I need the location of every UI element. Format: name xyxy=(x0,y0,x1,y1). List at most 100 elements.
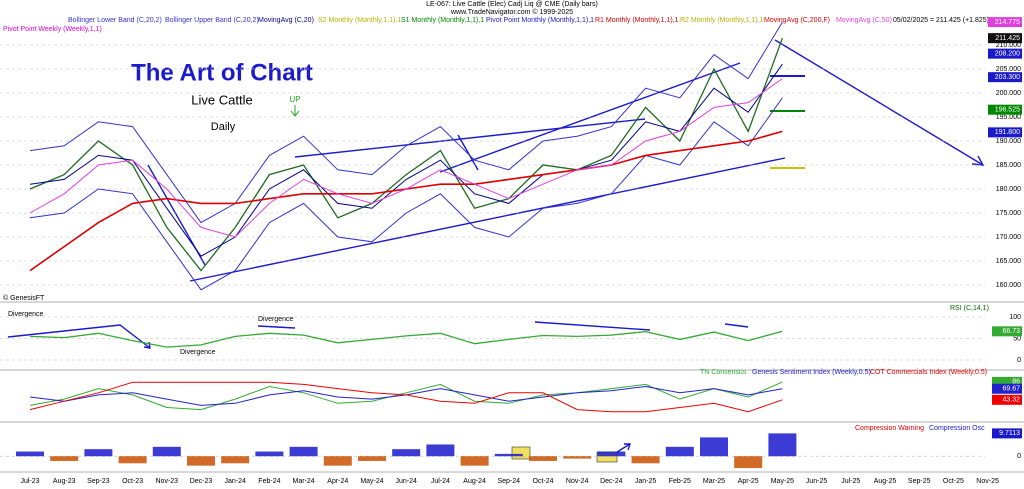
bar xyxy=(529,456,557,461)
x-tick-label: Apr-25 xyxy=(738,478,759,485)
bar xyxy=(665,446,694,457)
legend-entry: Compression Warning xyxy=(855,425,924,432)
header: LE-067: Live Cattle (Elec) Cadj Liq @ CM… xyxy=(426,1,598,8)
price-box xyxy=(988,48,1022,59)
legend-entry: Genesis Sentiment Index (Weekly,0.5) xyxy=(752,369,871,376)
x-tick-label: Sep-25 xyxy=(908,478,931,485)
divergence-line xyxy=(534,321,651,331)
x-tick-label: Nov-23 xyxy=(156,478,179,485)
x-tick-label: Jun-24 xyxy=(395,478,417,485)
bar xyxy=(460,456,489,466)
bar xyxy=(768,433,797,457)
legend-entry: S2 Monthly (Monthly,1,1),1 xyxy=(318,17,401,24)
legend-entry: Pivot Point Weekly (Weekly,1,1) xyxy=(3,26,102,33)
compression-warning xyxy=(511,446,531,460)
legend-entry: MovingAvg (C,20) xyxy=(258,17,314,24)
bar xyxy=(494,453,523,457)
trend-line xyxy=(189,157,786,282)
bar xyxy=(50,456,79,461)
legend-entry: Compression Osc xyxy=(929,425,985,432)
y-tick-label: 195.000 xyxy=(996,114,1021,121)
bar xyxy=(426,444,455,457)
bar xyxy=(563,456,592,459)
bar xyxy=(118,456,147,464)
price-label: 191.800 xyxy=(995,129,1020,136)
trend-label: UP xyxy=(289,95,300,104)
divergence-line xyxy=(257,325,296,329)
series-line xyxy=(29,21,783,224)
bar xyxy=(734,456,763,468)
divergence-line xyxy=(724,323,749,328)
price-box xyxy=(988,104,1022,115)
x-tick-label: Mar-25 xyxy=(703,478,725,485)
legend-entry: COT Commercials Index (Weekly,0.5) xyxy=(870,369,987,376)
x-tick-label: Jun-25 xyxy=(806,478,828,485)
x-tick-label: Oct-23 xyxy=(122,478,143,485)
x-tick-label: Oct-24 xyxy=(532,478,553,485)
legend-entry: MovingAvg (C,200,F) xyxy=(764,17,830,24)
x-tick-label: Dec-24 xyxy=(600,478,623,485)
bar xyxy=(16,451,44,457)
y-tick-label: 190.000 xyxy=(996,138,1021,145)
series-line xyxy=(29,381,783,411)
projection-arrow xyxy=(774,39,985,166)
annotation: Divergence xyxy=(8,311,44,318)
series-line xyxy=(29,63,783,257)
x-tick-label: Aug-24 xyxy=(463,478,486,485)
bar xyxy=(323,456,352,466)
subtitle: Live Cattle xyxy=(191,92,252,107)
bar xyxy=(152,446,181,457)
value-label: 9.7113 xyxy=(999,430,1020,437)
y-tick-label: 0 xyxy=(1017,453,1021,460)
x-tick-label: Jan-24 xyxy=(224,478,246,485)
value-box xyxy=(992,394,1022,405)
chart-title: The Art of Chart xyxy=(131,59,313,86)
bar xyxy=(358,456,386,461)
annotation-arrow xyxy=(616,443,631,453)
annotation: Divergence xyxy=(258,316,294,323)
y-tick-label: 180.000 xyxy=(996,186,1021,193)
x-tick-label: Feb-24 xyxy=(258,478,280,485)
y-tick-label: 200.000 xyxy=(996,90,1021,97)
trend-arrow xyxy=(290,105,300,117)
trend-line xyxy=(439,62,741,173)
series-line xyxy=(29,78,783,238)
x-tick-label: Aug-23 xyxy=(53,478,76,485)
series-line xyxy=(29,37,784,272)
value-box xyxy=(992,376,1022,387)
y-tick-label: 100 xyxy=(1009,314,1021,321)
annotation: Divergence xyxy=(180,349,216,356)
x-tick-label: Sep-23 xyxy=(87,478,110,485)
y-tick-label: 170.000 xyxy=(996,234,1021,241)
bar xyxy=(392,449,421,457)
value-label: 69.67 xyxy=(1002,386,1020,393)
bar xyxy=(289,446,318,457)
y-tick-label: 205.000 xyxy=(996,66,1021,73)
bar xyxy=(631,456,660,464)
bar xyxy=(255,451,284,457)
x-tick-label: Jan-25 xyxy=(635,478,657,485)
series-line xyxy=(29,97,783,291)
legend-entry: Bollinger Lower Band (C,20,2) xyxy=(68,17,162,24)
x-tick-label: Mar-24 xyxy=(293,478,315,485)
panel-title: RSI (C,14,1) xyxy=(950,305,989,312)
bar xyxy=(84,449,113,457)
legend-entry: R1 Monthly (Monthly,1,1),1 xyxy=(595,17,679,24)
x-tick-label: Sep-24 xyxy=(498,478,521,485)
trend-line xyxy=(457,134,479,171)
y-tick-label: 175.000 xyxy=(996,210,1021,217)
x-tick-label: Aug-25 xyxy=(874,478,897,485)
legend-entry: R2 Monthly (Monthly,1,1),1 xyxy=(680,17,764,24)
legend-entry: MovingAvg (C,50) xyxy=(836,17,892,24)
y-tick-label: 160.000 xyxy=(996,282,1021,289)
x-tick-label: Jul-23 xyxy=(20,478,39,485)
bar xyxy=(700,437,728,457)
value-box xyxy=(992,326,1022,337)
y-tick-label: 165.000 xyxy=(996,258,1021,265)
series-line xyxy=(29,381,783,413)
price-box xyxy=(988,72,1022,83)
price-label: 211.425 xyxy=(995,35,1020,42)
value-label: 86 xyxy=(1012,379,1020,386)
bar xyxy=(221,456,250,464)
